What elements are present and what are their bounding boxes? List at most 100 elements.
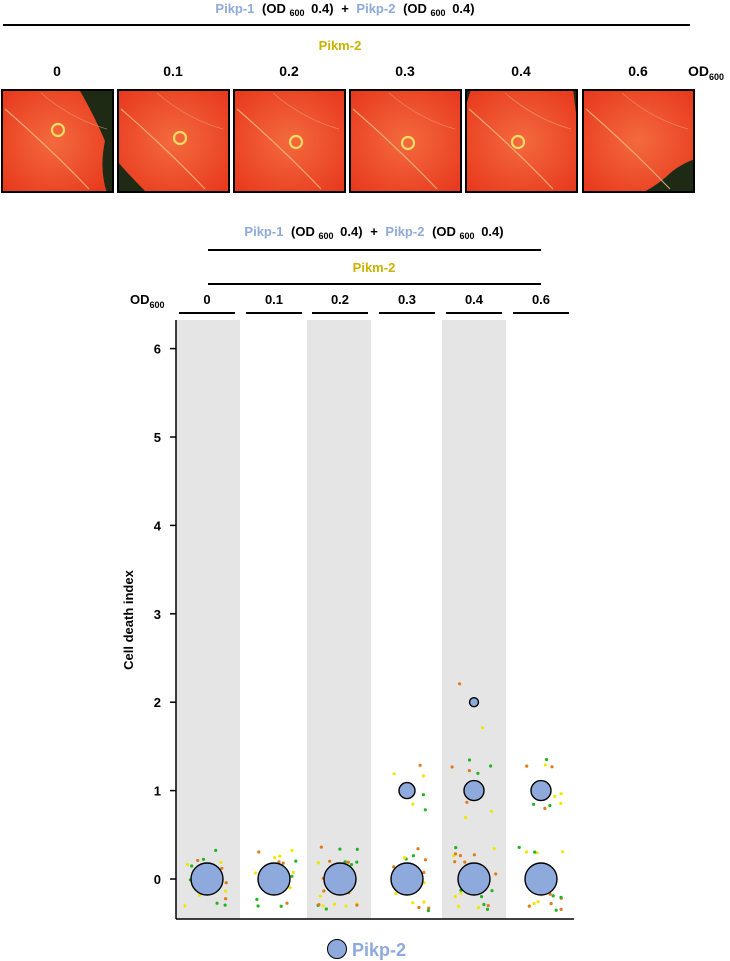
replicate-dot — [324, 907, 328, 911]
leaf-photo — [117, 89, 230, 193]
replicate-dot — [421, 793, 425, 797]
replicate-dot — [281, 861, 285, 865]
replicate-dot — [411, 854, 415, 858]
photo-od-label: 0 — [53, 63, 61, 79]
replicate-dot — [416, 847, 420, 851]
replicate-dot — [559, 792, 563, 796]
replicate-dot — [554, 908, 558, 912]
category-label: 0.6 — [532, 292, 550, 307]
legend-marker-icon — [327, 939, 347, 959]
y-tick-label: 4 — [154, 518, 162, 533]
y-tick-label: 2 — [154, 695, 161, 710]
replicate-dot — [219, 860, 223, 865]
replicate-dot — [453, 894, 457, 899]
series-marker — [457, 862, 491, 896]
replicate-dot — [427, 906, 431, 910]
construct-b-label: Pikp-2 — [356, 1, 395, 16]
photo-header: Pikp-1 (OD 600 0.4) + Pikp-2 (OD 600 0.4… — [3, 1, 724, 82]
replicate-dot — [403, 856, 407, 860]
series-marker — [390, 862, 424, 896]
replicate-dot — [486, 904, 490, 908]
replicate-dot — [465, 800, 469, 804]
replicate-dot — [485, 907, 490, 912]
replicate-dot — [349, 863, 354, 867]
chart-od-unit: OD600 — [130, 292, 165, 310]
replicate-dot — [459, 891, 463, 895]
chart-od-a-sub: 600 — [319, 231, 334, 241]
replicate-dot — [392, 772, 396, 776]
category-label: 0.4 — [465, 292, 484, 307]
replicate-dot — [290, 848, 294, 853]
chart-od-b-value: 0.4) — [481, 224, 503, 239]
replicate-dot — [472, 853, 476, 857]
replicate-dot — [328, 859, 332, 863]
photo-od-label: 0.2 — [279, 63, 299, 79]
replicate-dot — [457, 904, 461, 908]
replicate-dot — [223, 903, 227, 907]
replicate-dot — [319, 845, 323, 849]
replicate-dot — [423, 858, 427, 862]
photo-od-label: 0.4 — [511, 63, 531, 79]
chart-od-b-sub: 600 — [460, 231, 475, 241]
series-marker — [323, 862, 357, 896]
replicate-dot — [190, 864, 194, 868]
legend: Pikp-2 — [327, 939, 406, 960]
replicate-dot — [463, 815, 468, 820]
replicate-dot — [426, 909, 430, 913]
leaf-vein — [236, 108, 322, 190]
replicate-dot — [543, 806, 547, 811]
replicate-dot — [458, 682, 462, 686]
legend-label: Pikp-2 — [352, 940, 406, 960]
leaf-vein — [4, 108, 90, 190]
infiltration-ring — [510, 134, 526, 150]
leaf-vein — [120, 108, 206, 190]
replicate-dot — [559, 907, 563, 912]
chart-header-text: Pikp-1 (OD 600 0.4) + Pikp-2 (OD 600 0.4… — [244, 224, 503, 242]
replicate-dot — [463, 860, 467, 864]
photo-od-label: 0.6 — [628, 63, 648, 79]
replicate-dot — [545, 758, 549, 762]
replicate-dot — [316, 861, 321, 865]
replicate-dot — [458, 854, 462, 858]
leaf-photo — [233, 89, 346, 193]
leaf-vein — [272, 92, 340, 130]
replicate-dot — [549, 902, 553, 906]
leaf-photo — [1, 89, 114, 193]
leaf-tissue — [465, 89, 578, 193]
series-marker — [468, 697, 480, 708]
y-tick-label: 1 — [154, 784, 161, 799]
replicate-dot — [533, 850, 537, 854]
leaf-vein — [388, 92, 456, 130]
photo-od-unit: OD600 — [688, 63, 724, 82]
replicate-dot — [476, 771, 480, 776]
replicate-dot — [467, 769, 471, 773]
od-unit-sub: 600 — [709, 72, 724, 82]
leaf-vein — [156, 92, 224, 130]
replicate-dot — [253, 871, 257, 875]
infiltration-ring — [50, 122, 66, 138]
replicate-dot — [196, 858, 200, 863]
replicate-dot — [277, 860, 281, 864]
photo-od-label: 0.1 — [163, 63, 183, 79]
replicate-dot — [453, 860, 457, 864]
replicate-dot — [322, 889, 326, 893]
replicate-dot — [214, 848, 218, 853]
replicate-dot — [494, 872, 498, 876]
chart-construct-b: Pikp-2 — [385, 224, 424, 239]
replicate-dot — [480, 895, 484, 899]
replicate-dot — [550, 765, 554, 769]
series-marker — [463, 779, 485, 802]
replicate-dot — [273, 856, 277, 860]
chart-od-unit-text: OD — [130, 292, 150, 307]
column-band — [442, 320, 506, 919]
leaf-photo-row — [1, 89, 695, 193]
chart-od-a-prefix: (OD — [291, 224, 315, 239]
category-label: 0.3 — [398, 292, 416, 307]
replicate-dot — [417, 905, 421, 910]
replicate-dot — [355, 903, 359, 907]
replicate-dot — [532, 901, 536, 906]
replicate-dot — [215, 901, 219, 905]
replicate-dot — [524, 850, 529, 854]
replicate-dot — [197, 893, 202, 897]
replicate-dot — [527, 904, 531, 908]
